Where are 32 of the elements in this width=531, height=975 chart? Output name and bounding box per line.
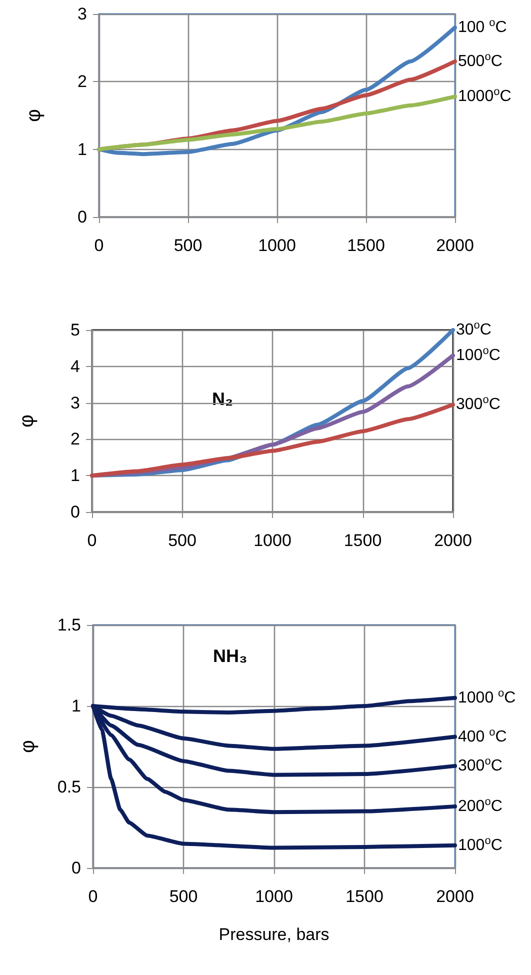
y-tick-label: 4 [70,356,80,376]
y-axis-title: φ [23,108,45,122]
x-axis-title: Pressure, bars [218,925,330,944]
y-tick-label: 3 [78,4,87,24]
x-tick-label: 1500 [347,236,385,255]
x-tick-label: 500 [168,531,196,550]
y-axis-title: φ [16,414,38,428]
y-tick-label: 1 [78,140,87,159]
x-tick-label: 1000 [254,531,292,550]
annotation: NH₃ [213,646,248,666]
x-tick-label: 1500 [346,887,384,906]
y-tick-label: 2 [70,430,80,449]
x-tick-label: 1000 [258,236,296,255]
y-tick-label: 0 [72,858,81,878]
y-tick-label: 1 [72,696,81,716]
x-tick-label: 2000 [436,887,474,906]
y-tick-label: 0 [78,208,87,226]
y-tick-label: 1.5 [57,616,81,634]
y-tick-label: 3 [70,393,80,412]
x-tick-label: 2000 [434,531,472,550]
x-tick-label: 0 [94,236,104,255]
y-axis-title: φ [17,740,39,753]
x-tick-label: 500 [174,236,202,255]
y-tick-label: 2 [78,72,87,92]
y-tick-label: 0.5 [57,778,81,796]
y-tick-label: 5 [70,320,80,340]
x-tick-label: 1000 [255,887,293,906]
y-tick-label: 0 [70,502,80,522]
y-tick-label: 1 [70,466,80,486]
x-tick-label: 1500 [344,531,382,550]
x-tick-label: 2000 [436,236,474,255]
x-tick-label: 500 [169,887,198,906]
